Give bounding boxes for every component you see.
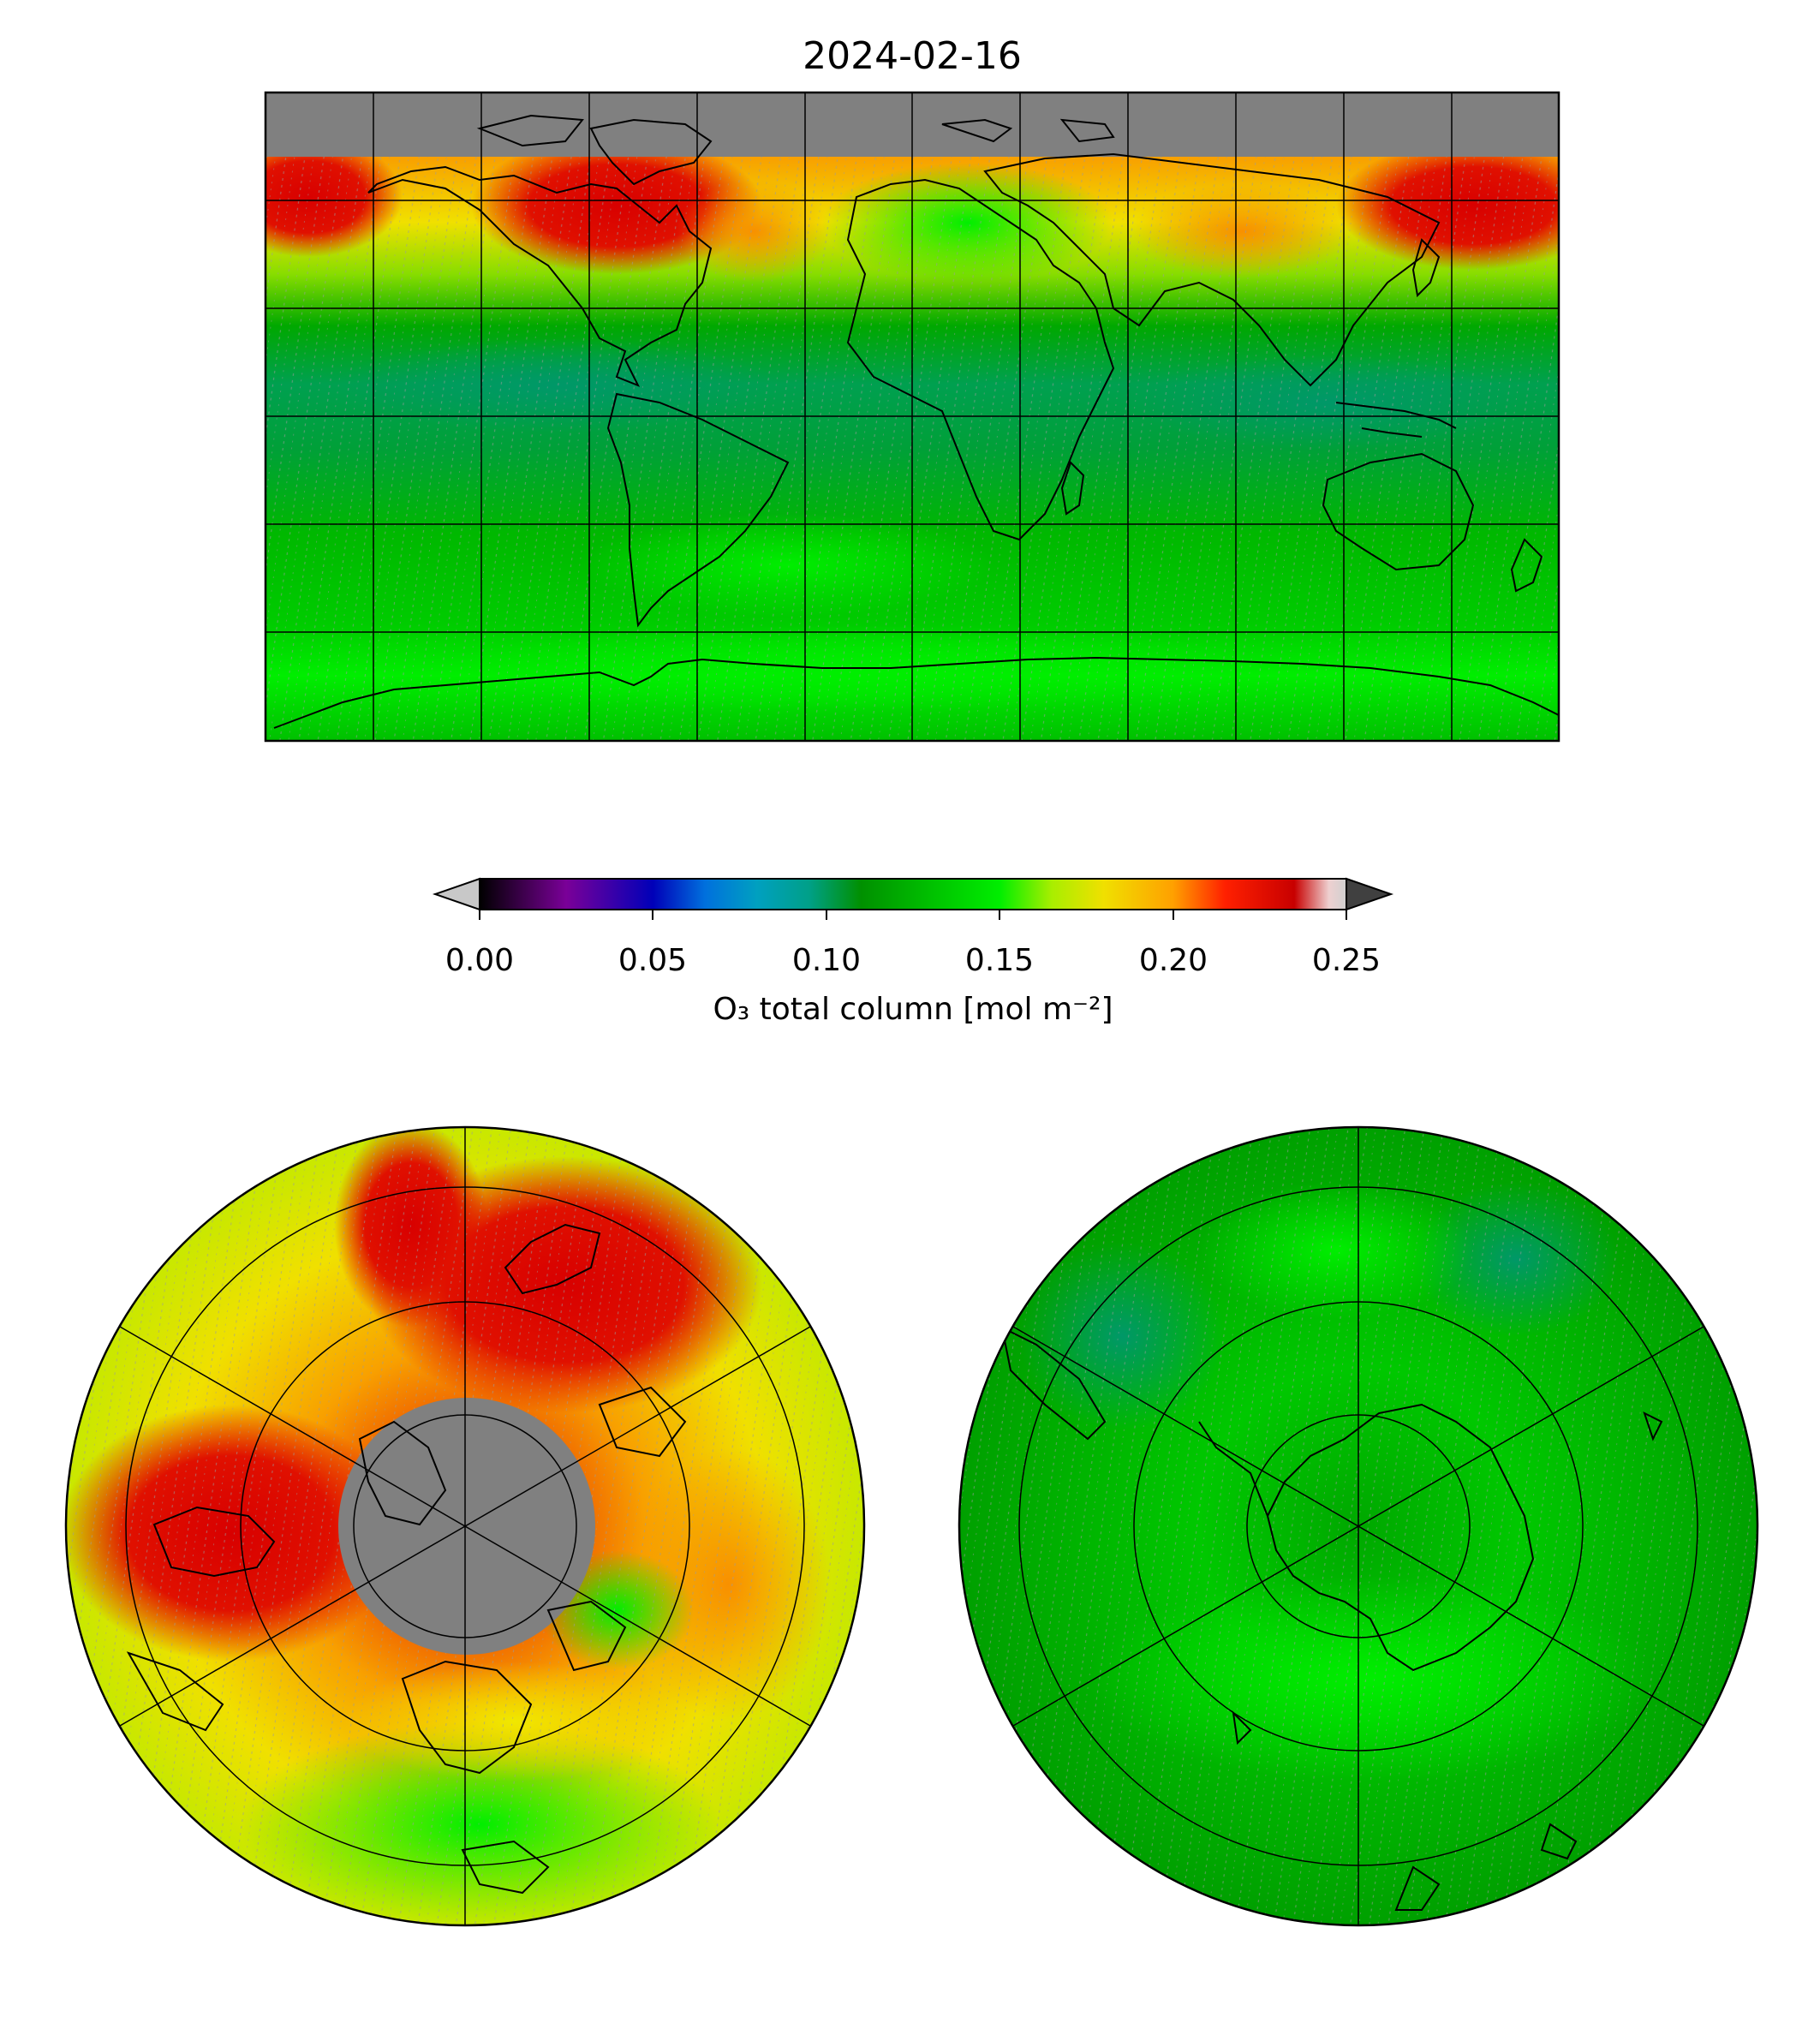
- colorbar-tick-label: 0.25: [1312, 943, 1381, 978]
- north-coastlines: [126, 1223, 687, 1895]
- north-graticule: [119, 1127, 811, 1925]
- colorbar-tick-label: 0.00: [445, 943, 514, 978]
- colorbar-over-extension: [1346, 877, 1394, 911]
- south-map-boundary: [958, 1125, 1759, 1927]
- colorbar: 0.00 0.05 0.10 0.15 0.20 0.25 O₃ total c…: [432, 877, 1394, 1027]
- colorbar-tick-label: 0.05: [618, 943, 687, 978]
- north-map-boundary: [64, 1125, 866, 1927]
- colorbar-tick-marks: [479, 910, 1347, 920]
- global-map: [264, 91, 1560, 743]
- south-polar-map: [958, 1125, 1759, 1927]
- colorbar-under-extension: [432, 877, 480, 911]
- colorbar-tick-labels: 0.00 0.05 0.10 0.15 0.20 0.25: [445, 943, 1381, 978]
- global-gridlines: [266, 92, 1559, 741]
- south-graticule: [1012, 1127, 1704, 1925]
- colorbar-tick-label: 0.10: [792, 943, 861, 978]
- figure-title: 2024-02-16: [803, 34, 1022, 78]
- colorbar-tick-label: 0.20: [1139, 943, 1208, 978]
- north-no-data-region: [338, 1398, 595, 1655]
- global-map-frame: [264, 91, 1560, 743]
- north-polar-map: [64, 1125, 866, 1927]
- colorbar-gradient: [479, 878, 1347, 910]
- colorbar-tick-label: 0.15: [965, 943, 1034, 978]
- global-coastlines: [273, 114, 1559, 729]
- south-coastlines: [1000, 1326, 1663, 1911]
- colorbar-label: O₃ total column [mol m⁻²]: [713, 992, 1113, 1027]
